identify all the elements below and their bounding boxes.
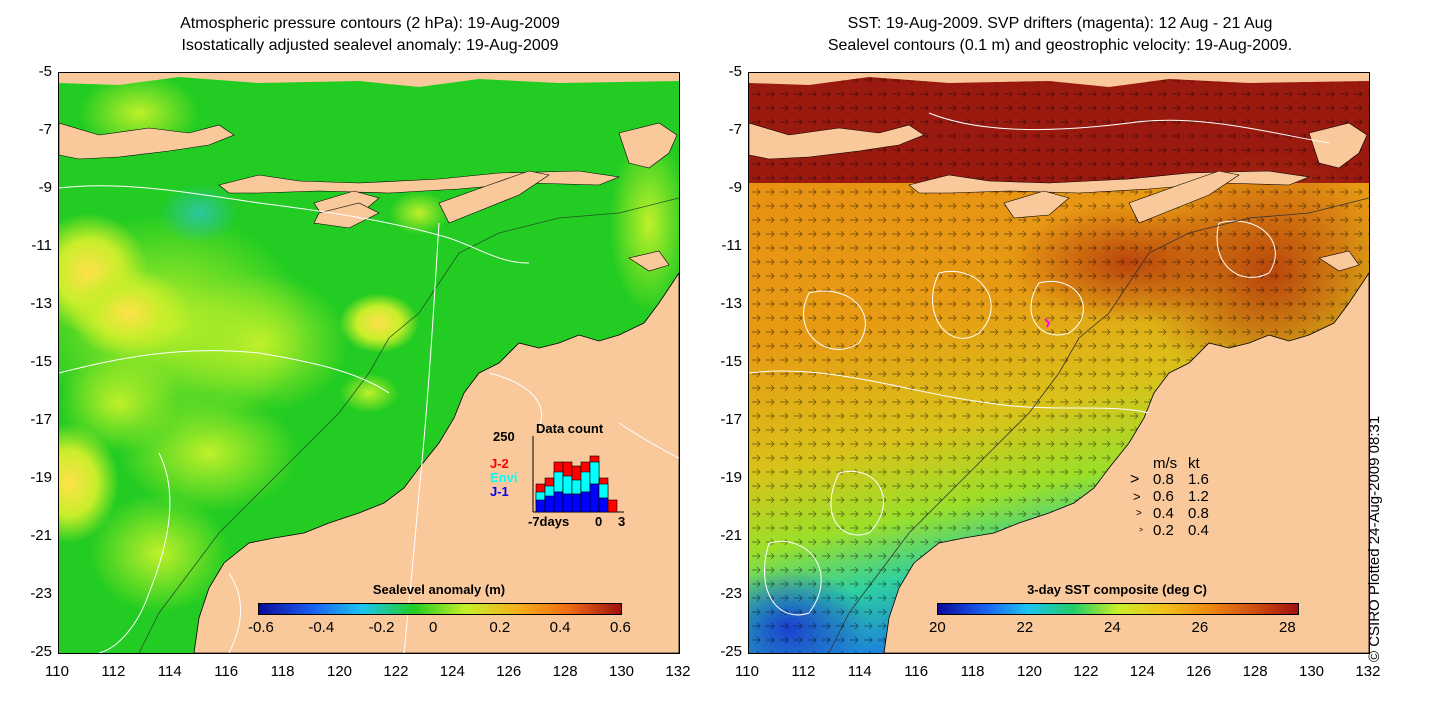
colorbar-tick-label: 24 bbox=[1104, 619, 1121, 636]
colorbar-tick-label: 0.2 bbox=[489, 619, 511, 636]
x-tick-label: 118 bbox=[270, 663, 295, 680]
y-tick-label: -15 bbox=[720, 353, 742, 370]
y-tick-label: -11 bbox=[31, 237, 52, 254]
x-tick-label: 120 bbox=[1017, 663, 1043, 680]
x-tick-label: 114 bbox=[847, 663, 872, 680]
x-tick-label: 112 bbox=[101, 663, 126, 680]
inset-legend-j1: J-1 bbox=[490, 484, 509, 499]
y-tick-label: -9 bbox=[38, 179, 52, 196]
velocity-legend-ms-header: m/s bbox=[1153, 455, 1178, 472]
x-tick-label: 112 bbox=[791, 663, 816, 680]
y-tick-label: -13 bbox=[720, 295, 742, 312]
x-tick-label: 126 bbox=[496, 663, 522, 680]
x-tick-label: 122 bbox=[383, 663, 409, 680]
y-tick-label: -9 bbox=[728, 179, 742, 196]
inset-title: Data count bbox=[536, 421, 604, 436]
y-tick-label: -19 bbox=[30, 469, 52, 486]
velocity-ms-value: 0.4 bbox=[1153, 505, 1174, 522]
inset-ymax-label: 250 bbox=[493, 429, 515, 444]
y-tick-label: -13 bbox=[30, 295, 52, 312]
y-tick-label: -19 bbox=[720, 469, 742, 486]
colorbar-tick-label: 28 bbox=[1279, 619, 1296, 636]
y-tick-label: -23 bbox=[30, 585, 52, 602]
inset-legend-envi: Envi bbox=[490, 470, 518, 485]
velocity-kt-value: 0.4 bbox=[1188, 522, 1209, 539]
x-tick-label: 128 bbox=[1242, 663, 1268, 680]
y-tick-label: -7 bbox=[728, 121, 742, 138]
inset-xlabel-start: -7days bbox=[528, 514, 570, 529]
x-tick-label: 126 bbox=[1186, 663, 1212, 680]
credit-text: © CSIRO Plotted 24-Aug-2009 08:31 bbox=[1366, 415, 1383, 662]
velocity-kt-value: 0.8 bbox=[1188, 505, 1209, 522]
y-tick-label: -5 bbox=[728, 63, 742, 80]
inset-xlabel-zero: 0 bbox=[595, 514, 603, 529]
x-tick-label: 114 bbox=[157, 663, 182, 680]
x-tick-label: 110 bbox=[45, 663, 69, 680]
right-title-line2: Sealevel contours (0.1 m) and geostrophi… bbox=[827, 37, 1293, 54]
inset-xlabel-end: 3 bbox=[618, 514, 626, 529]
right-colorbar-label: 3-day SST composite (deg C) bbox=[1027, 582, 1207, 597]
y-tick-label: -15 bbox=[30, 353, 52, 370]
inset-legend-j2: J-2 bbox=[490, 456, 509, 471]
right-title-line1: SST: 19-Aug-2009. SVP drifters (magenta)… bbox=[847, 15, 1273, 32]
left-colorbar-label: Sealevel anomaly (m) bbox=[372, 582, 506, 597]
y-tick-label: -21 bbox=[720, 527, 742, 544]
velocity-arrow-icon: > bbox=[1130, 471, 1140, 488]
data-count-histogram bbox=[532, 436, 624, 513]
x-tick-label: 130 bbox=[609, 663, 635, 680]
x-tick-label: 110 bbox=[735, 663, 759, 680]
y-tick-label: -17 bbox=[30, 411, 52, 428]
y-tick-label: -25 bbox=[30, 643, 52, 660]
velocity-ms-value: 0.6 bbox=[1153, 488, 1174, 505]
x-tick-label: 116 bbox=[214, 663, 239, 680]
velocity-arrow-icon: > bbox=[1133, 489, 1141, 504]
velocity-ms-value: 0.2 bbox=[1153, 522, 1174, 539]
y-tick-label: -23 bbox=[720, 585, 742, 602]
x-tick-label: 132 bbox=[1355, 663, 1381, 680]
x-tick-label: 124 bbox=[439, 663, 465, 680]
colorbar-tick-label: 0.6 bbox=[610, 619, 631, 636]
colorbar-tick-label: 26 bbox=[1191, 619, 1209, 636]
x-tick-label: 124 bbox=[1129, 663, 1155, 680]
colorbar-tick-label: 20 bbox=[929, 619, 946, 636]
x-tick-label: 132 bbox=[665, 663, 691, 680]
velocity-ms-value: 0.8 bbox=[1153, 471, 1174, 488]
sealevel-colorbar bbox=[258, 603, 622, 615]
velocity-kt-value: 1.2 bbox=[1188, 488, 1209, 505]
left-title-line1: Atmospheric pressure contours (2 hPa): 1… bbox=[180, 15, 560, 32]
sealevel-anomaly-map[interactable] bbox=[58, 72, 680, 654]
colorbar-tick-label: 22 bbox=[1016, 619, 1034, 636]
x-tick-label: 130 bbox=[1299, 663, 1325, 680]
colorbar-tick-label: -0.6 bbox=[248, 619, 274, 636]
x-tick-label: 122 bbox=[1073, 663, 1099, 680]
y-tick-label: -5 bbox=[38, 63, 52, 80]
velocity-kt-value: 1.6 bbox=[1188, 471, 1209, 488]
x-tick-label: 116 bbox=[904, 663, 929, 680]
velocity-legend-kt-header: kt bbox=[1188, 455, 1200, 472]
velocity-arrow-icon: > bbox=[1136, 508, 1142, 519]
y-tick-label: -21 bbox=[30, 527, 52, 544]
x-tick-label: 128 bbox=[552, 663, 578, 680]
sst-map[interactable] bbox=[748, 72, 1370, 654]
colorbar-tick-label: 0.4 bbox=[549, 619, 571, 636]
colorbar-tick-label: -0.4 bbox=[308, 619, 335, 636]
colorbar-tick-label: 0 bbox=[429, 619, 438, 636]
y-tick-label: -17 bbox=[720, 411, 742, 428]
y-tick-label: -25 bbox=[720, 643, 742, 660]
velocity-arrow-icon: > bbox=[1139, 527, 1144, 534]
left-title-line2: Isostatically adjusted sealevel anomaly:… bbox=[181, 37, 559, 54]
y-tick-label: -11 bbox=[721, 237, 742, 254]
sst-colorbar bbox=[937, 603, 1299, 615]
x-tick-label: 120 bbox=[327, 663, 353, 680]
y-tick-label: -7 bbox=[38, 121, 52, 138]
x-tick-label: 118 bbox=[960, 663, 985, 680]
colorbar-tick-label: -0.2 bbox=[368, 619, 395, 636]
